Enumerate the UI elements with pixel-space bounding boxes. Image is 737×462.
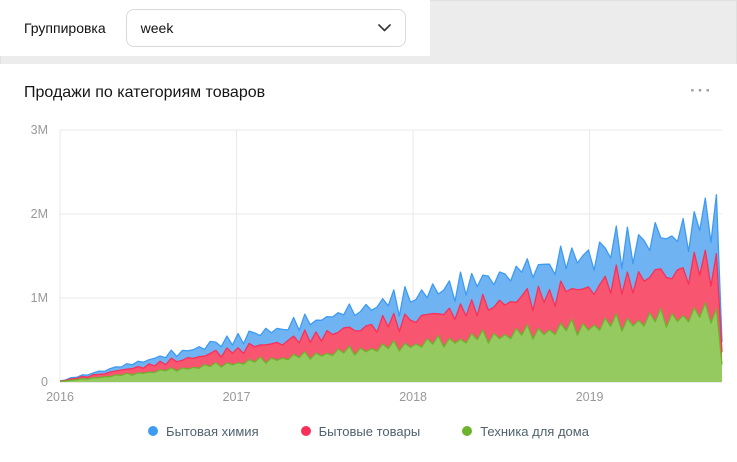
y-axis-label: 2M bbox=[31, 207, 48, 221]
legend-label: Бытовые товары bbox=[318, 423, 421, 439]
chart-title: Продажи по категориям товаров bbox=[24, 84, 266, 101]
card-menu-button[interactable]: ··· bbox=[686, 82, 717, 100]
x-axis-label: 2019 bbox=[576, 390, 604, 404]
series-area[interactable] bbox=[60, 303, 722, 382]
card-header: Продажи по категориям товаров ··· bbox=[0, 64, 737, 104]
legend-item[interactable]: Техника для дома bbox=[462, 424, 589, 439]
x-axis-label: 2016 bbox=[46, 390, 74, 404]
chevron-down-icon bbox=[377, 24, 391, 32]
x-axis-label: 2018 bbox=[399, 390, 427, 404]
series-line bbox=[59, 249, 723, 382]
legend-label: Бытовая химия bbox=[166, 423, 259, 439]
legend-item[interactable]: Бытовая химия bbox=[148, 424, 259, 439]
more-options-icon: ··· bbox=[690, 81, 713, 100]
chart-legend: Бытовая химия Бытовые товары Техника для д… bbox=[0, 421, 737, 441]
grouping-select[interactable]: week bbox=[125, 9, 406, 47]
grouping-select-value: week bbox=[140, 20, 174, 36]
legend-dot-icon bbox=[148, 426, 159, 436]
legend-item[interactable]: Бытовые товары bbox=[300, 423, 421, 439]
grouping-toolbar: Группировка week bbox=[0, 0, 430, 56]
sales-chart-card: Продажи по категориям товаров ··· 0 1M 2M 3… bbox=[0, 64, 737, 462]
series-line bbox=[59, 302, 723, 383]
legend-dot-icon bbox=[462, 426, 473, 436]
series-line bbox=[59, 194, 723, 382]
y-axis-label: 0 bbox=[41, 375, 48, 389]
legend-label: Техника для дома bbox=[480, 423, 589, 439]
y-axis-label: 3M bbox=[31, 123, 48, 137]
sales-chart[interactable]: 0 1M 2M 3M 2016 2017 2018 2019 bbox=[12, 110, 725, 405]
grouping-label: Группировка bbox=[24, 20, 106, 36]
y-axis-label: 1M bbox=[31, 291, 48, 305]
legend-dot-icon bbox=[300, 426, 311, 436]
x-axis-label: 2017 bbox=[223, 390, 251, 404]
